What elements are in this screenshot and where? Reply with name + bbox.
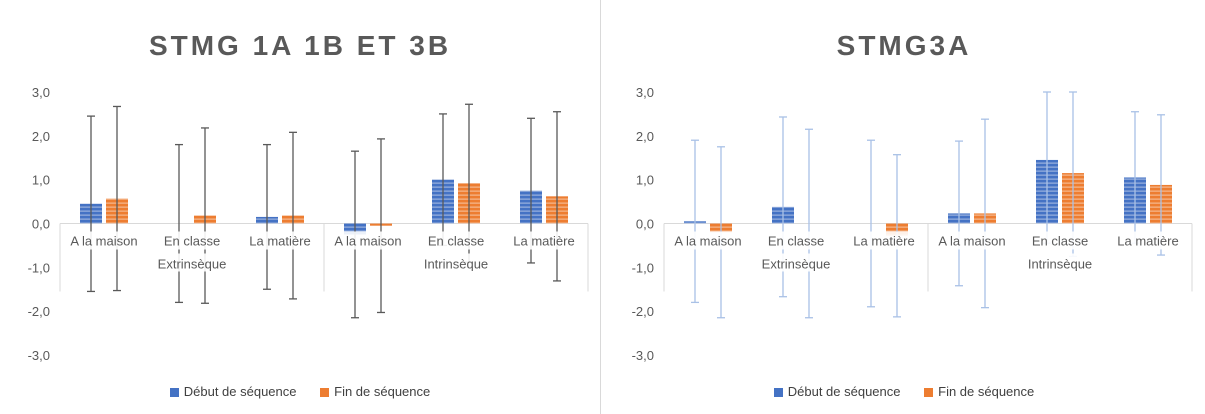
y-tick-label: 1,0 xyxy=(32,173,50,188)
y-tick-label: 3,0 xyxy=(636,85,654,100)
x-tick-label: En classe xyxy=(164,234,220,249)
category-label-bg xyxy=(151,231,233,250)
chart-panel-right: -3,0 -2,0 -1,0 0,0 1,0 2,0 3,0 A la maison En cl… xyxy=(604,0,1204,414)
category-label-bg xyxy=(63,231,145,250)
legend-item-fin: Fin de séquence xyxy=(924,384,1034,399)
y-tick-label: -2,0 xyxy=(632,304,654,319)
category-label-bg xyxy=(931,231,1013,250)
category-label-bg xyxy=(327,231,409,250)
legend-label-fin: Fin de séquence xyxy=(938,384,1035,399)
chart-title-left: STMG 1A 1B ET 3B xyxy=(148,30,452,61)
legend-right: Début de séquence Fin de séquence xyxy=(604,384,1204,399)
group-label: Extrinsèque xyxy=(158,257,227,272)
x-tick-label: En classe xyxy=(1032,234,1088,249)
category-label-bg xyxy=(503,231,585,250)
legend-swatch-fin xyxy=(320,388,330,398)
y-tick-label: 1,0 xyxy=(636,173,654,188)
y-tick-label: 2,0 xyxy=(32,129,50,144)
y-tick-label: 2,0 xyxy=(636,129,654,144)
category-label-bg xyxy=(843,231,925,250)
x-tick-label: A la maison xyxy=(334,234,401,249)
category-label-bg xyxy=(239,231,321,250)
legend-swatch-fin xyxy=(924,388,934,398)
x-tick-label: La matière xyxy=(1117,234,1178,249)
category-label-bg xyxy=(1019,231,1101,250)
x-tick-label: La matière xyxy=(249,234,310,249)
x-tick-label: En classe xyxy=(428,234,484,249)
legend-item-fin: Fin de séquence xyxy=(320,384,430,399)
group-label: Intrinsèque xyxy=(1028,257,1092,272)
y-tick-label: -3,0 xyxy=(28,348,50,363)
group-label: Extrinsèque xyxy=(762,257,831,272)
chart-panel-left: -3,0 -2,0 -1,0 0,0 1,0 2,0 3,0 A la maison En cl… xyxy=(0,0,601,414)
chart-svg-right: -3,0 -2,0 -1,0 0,0 1,0 2,0 3,0 A la maison En cl… xyxy=(632,85,1193,363)
group-label-bg xyxy=(758,253,834,272)
group-label-bg xyxy=(154,253,230,272)
category-label-bg xyxy=(415,231,497,250)
y-tick-label: 3,0 xyxy=(32,85,50,100)
category-label-bg xyxy=(667,231,749,250)
y-tick-label: -1,0 xyxy=(632,260,654,275)
x-tick-label: En classe xyxy=(768,234,824,249)
legend-item-debut: Début de séquence xyxy=(169,384,297,399)
legend-label-debut: Début de séquence xyxy=(787,384,901,399)
legend-label-debut: Début de séquence xyxy=(183,384,297,399)
x-tick-label: La matière xyxy=(513,234,574,249)
group-label-bg xyxy=(418,253,494,272)
category-label-bg xyxy=(1107,231,1189,250)
x-tick-label: A la maison xyxy=(674,234,741,249)
chart-title-right: STMG3A xyxy=(836,30,972,61)
y-tick-label: -3,0 xyxy=(632,348,654,363)
chart-svg-left: -3,0 -2,0 -1,0 0,0 1,0 2,0 3,0 A la maison En cl… xyxy=(28,85,589,363)
legend-label-fin: Fin de séquence xyxy=(334,384,431,399)
y-tick-label: -2,0 xyxy=(28,304,50,319)
group-label-bg xyxy=(1022,253,1098,272)
legend-item-debut: Début de séquence xyxy=(773,384,901,399)
legend-swatch-debut xyxy=(169,388,179,398)
y-tick-label: 0,0 xyxy=(636,217,654,232)
legend-swatch-debut xyxy=(773,388,783,398)
y-tick-label: 0,0 xyxy=(32,217,50,232)
y-tick-label: -1,0 xyxy=(28,260,50,275)
legend-left: Début de séquence Fin de séquence xyxy=(0,384,600,399)
x-tick-label: La matière xyxy=(853,234,914,249)
group-label: Intrinsèque xyxy=(424,257,488,272)
category-label-bg xyxy=(755,231,837,250)
x-tick-label: A la maison xyxy=(938,234,1005,249)
x-tick-label: A la maison xyxy=(70,234,137,249)
